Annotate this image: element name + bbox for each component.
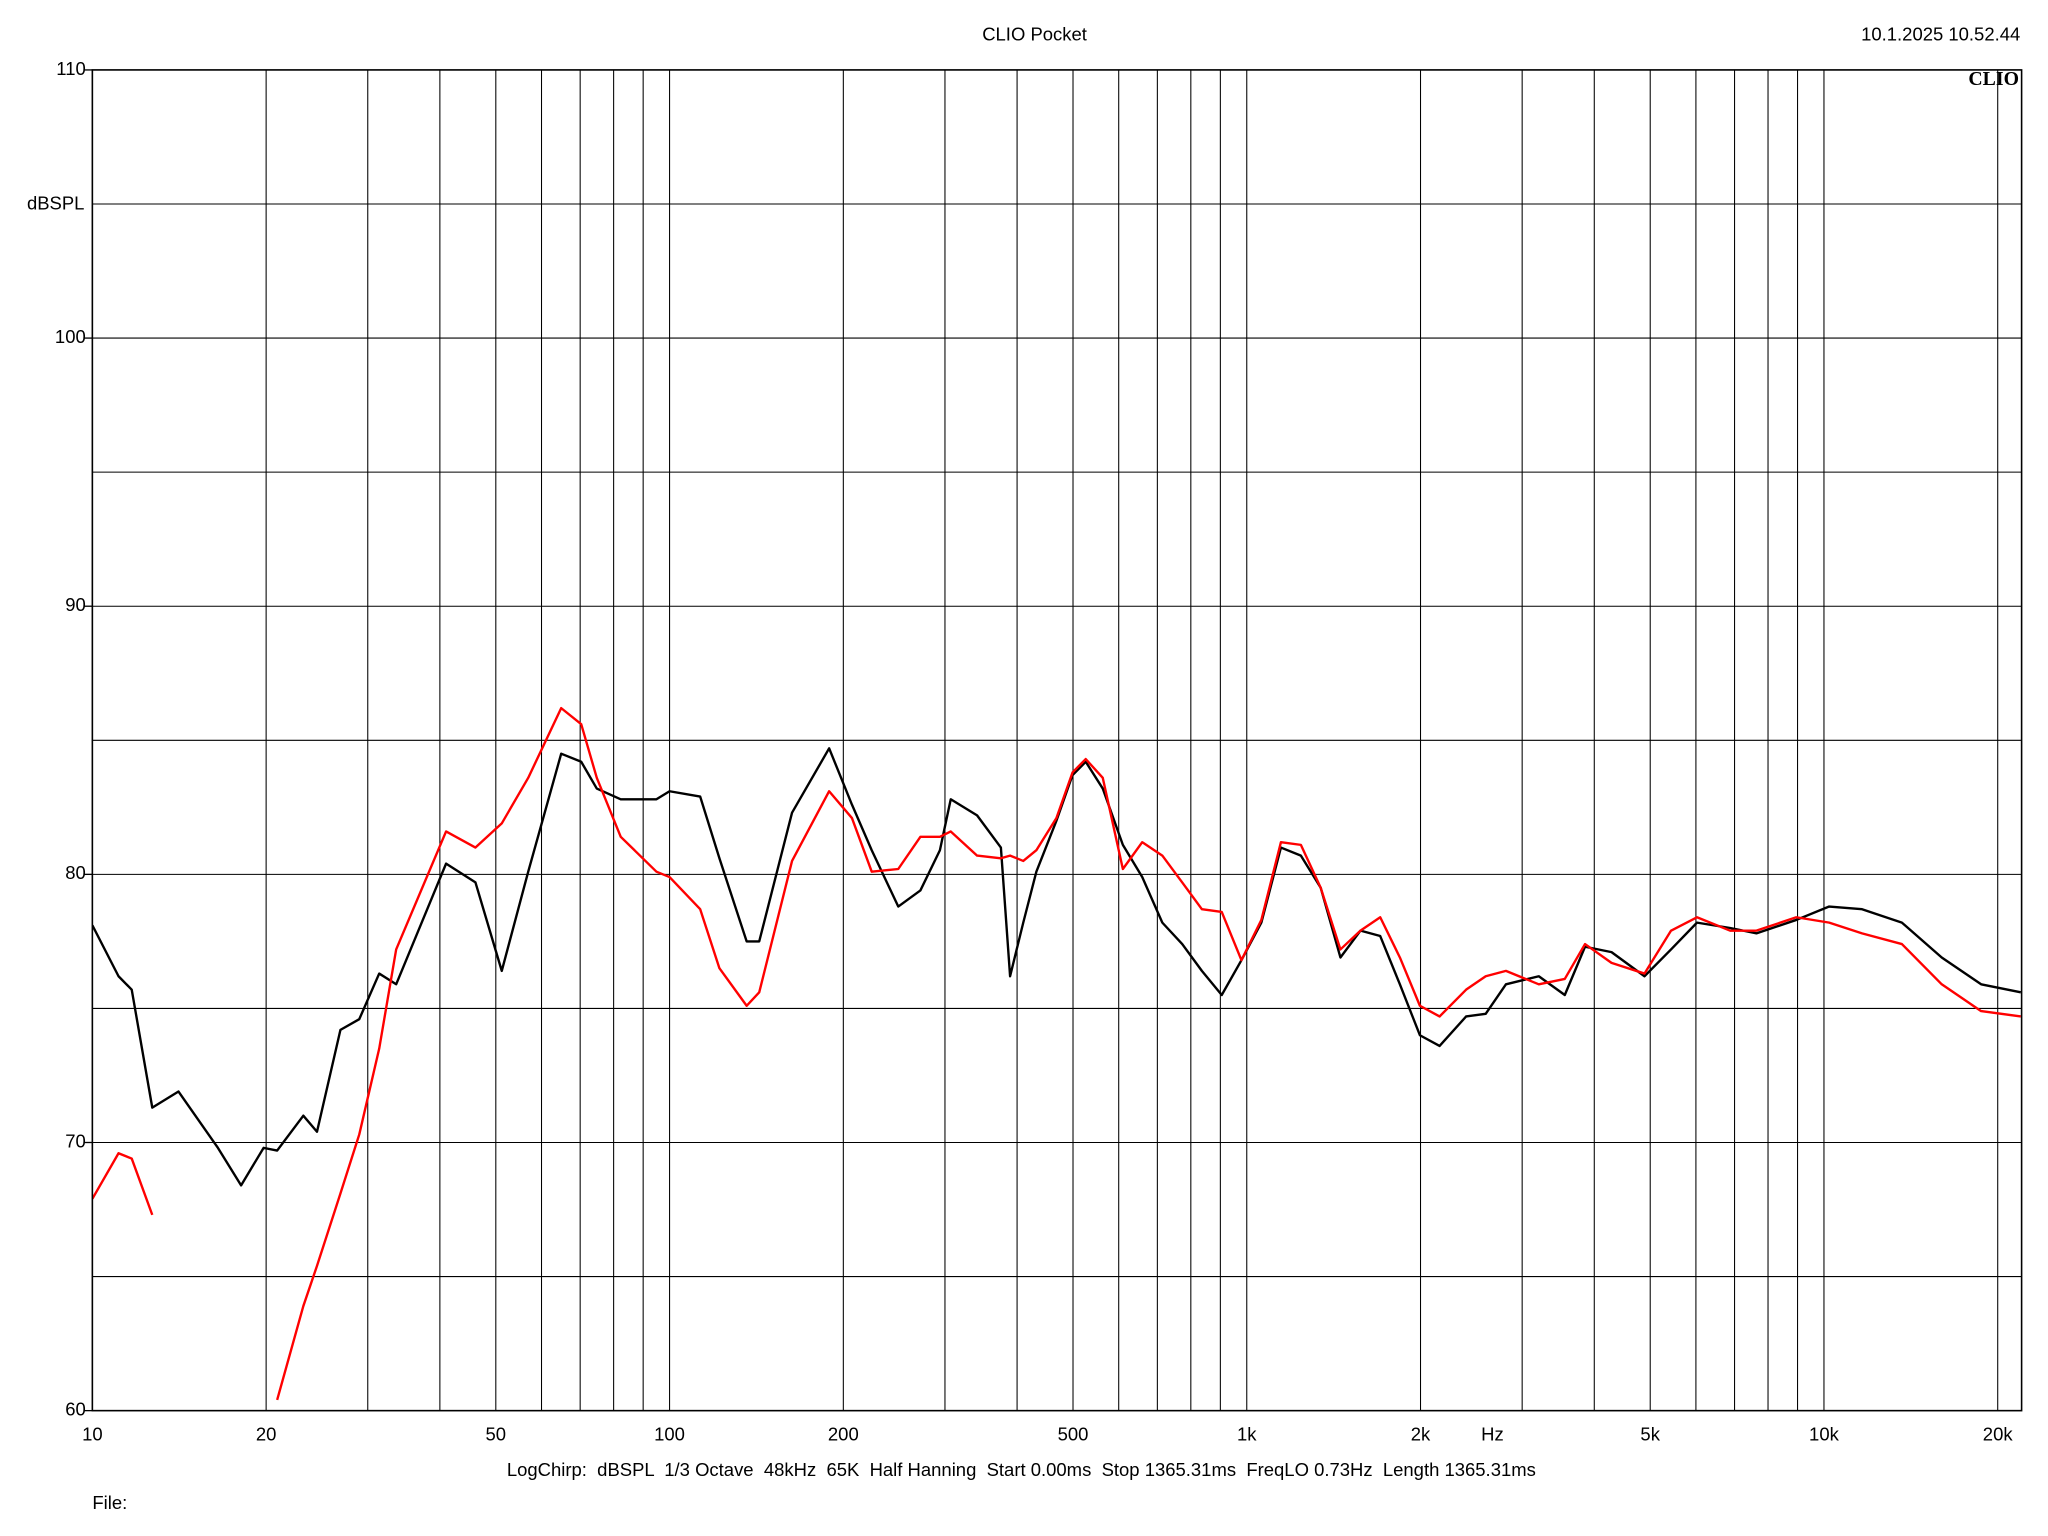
- x-tick-label: 10: [82, 1424, 103, 1445]
- y-tick-label: 90: [65, 594, 86, 615]
- chart-title: CLIO Pocket: [982, 24, 1087, 45]
- x-tick-label: 2k: [1411, 1424, 1431, 1445]
- y-tick-label: 60: [65, 1399, 86, 1420]
- timestamp: 10.1.2025 10.52.44: [1861, 24, 2020, 45]
- y-tick-label: 80: [65, 862, 86, 883]
- plot-frame: [91, 69, 2023, 1412]
- x-tick-label: 20: [256, 1424, 277, 1445]
- x-tick-label: 200: [828, 1424, 859, 1445]
- y-tick-label: 100: [55, 326, 86, 347]
- x-tick-label: 500: [1058, 1424, 1089, 1445]
- footer: LogChirp: dBSPL 1/3 Octave 48kHz 65K Hal…: [507, 1459, 1536, 1480]
- x-tick-label: 10k: [1809, 1424, 1840, 1445]
- file-label: File:: [92, 1492, 127, 1513]
- series-line: [92, 747, 2022, 1187]
- plot-area: [92, 706, 2022, 1401]
- y-tick-label: 70: [65, 1130, 86, 1151]
- x-tick-label: 5k: [1640, 1424, 1660, 1445]
- x-tick-label: 1k: [1237, 1424, 1257, 1445]
- logo: CLIO: [1968, 68, 2019, 90]
- y-axis-label: dBSPL: [27, 192, 85, 213]
- x-tick-label: 100: [654, 1424, 685, 1445]
- y-tick-label: 110: [56, 58, 85, 79]
- grid: [91, 69, 2022, 1412]
- x-axis-label: Hz: [1481, 1424, 1504, 1445]
- x-tick-label: 20k: [1983, 1424, 2014, 1445]
- x-tick-label: 50: [486, 1424, 507, 1445]
- series-line: [92, 706, 2021, 1401]
